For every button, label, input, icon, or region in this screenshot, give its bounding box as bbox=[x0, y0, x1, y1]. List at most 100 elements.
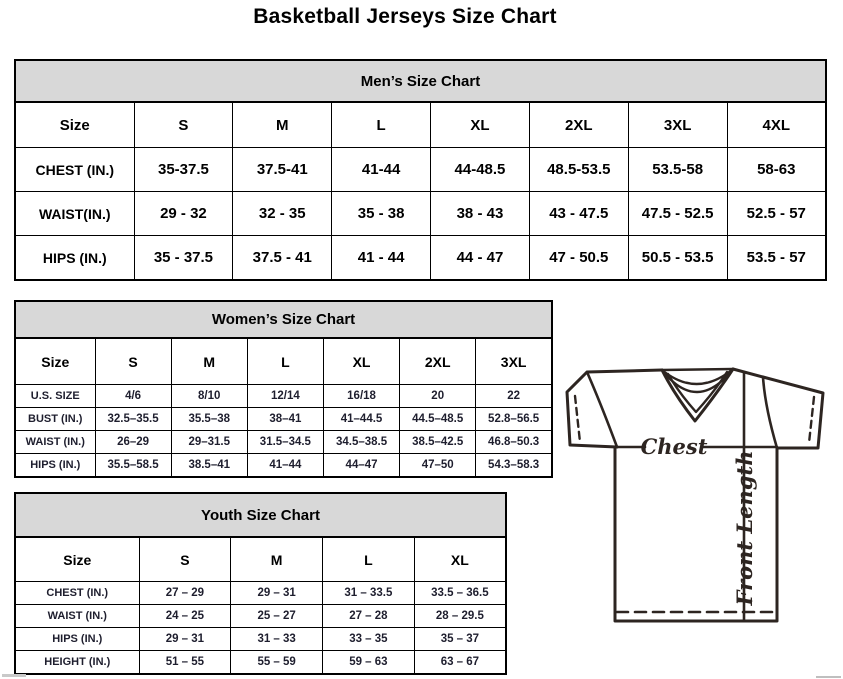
mens-size-table: Men’s Size Chart Size S M L XL 2XL 3XL 4… bbox=[14, 59, 827, 281]
table-cell: 48.5-53.5 bbox=[528, 147, 629, 192]
jersey-outline bbox=[565, 367, 825, 623]
table-row: CHEST (IN.) 27 – 29 29 – 31 31 – 33.5 33… bbox=[14, 581, 507, 605]
row-label: CHEST (IN.) bbox=[14, 147, 135, 192]
row-label: WAIST(IN.) bbox=[14, 191, 135, 236]
sleeve-dash-left bbox=[573, 394, 582, 444]
column-header: S bbox=[94, 337, 172, 385]
row-label: CHEST (IN.) bbox=[14, 581, 140, 605]
sleeve-seam-left bbox=[585, 370, 619, 449]
sleeve-seam-right bbox=[761, 375, 779, 450]
scrollbar-artifact-left bbox=[2, 674, 26, 677]
row-label: HEIGHT (IN.) bbox=[14, 650, 140, 675]
table-cell: 53.5-58 bbox=[627, 147, 728, 192]
table-cell: 37.5-41 bbox=[232, 147, 333, 192]
table-cell: 35 - 38 bbox=[331, 191, 432, 236]
table-cell: 63 – 67 bbox=[413, 650, 507, 675]
table-cell: 35.5–58.5 bbox=[94, 453, 172, 478]
table-row: Size S M L XL 2XL 3XL 4XL bbox=[14, 101, 827, 148]
table-cell: 41-44 bbox=[331, 147, 432, 192]
table-row: HIPS (IN.) 35 - 37.5 37.5 - 41 41 - 44 4… bbox=[14, 235, 827, 281]
table-cell: 54.3–58.3 bbox=[475, 453, 553, 478]
column-header: XL bbox=[430, 101, 530, 148]
table-cell: 41–44.5 bbox=[322, 407, 401, 431]
table-cell: 44 - 47 bbox=[430, 235, 530, 281]
table-cell: 34.5–38.5 bbox=[322, 430, 401, 454]
table-cell: 27 – 29 bbox=[138, 581, 232, 605]
table-cell: 47–50 bbox=[399, 453, 477, 478]
table-cell: 33.5 – 36.5 bbox=[413, 581, 507, 605]
page-title: Basketball Jerseys Size Chart bbox=[253, 5, 557, 28]
row-label: WAIST (IN.) bbox=[14, 430, 96, 454]
table-row: WAIST(IN.) 29 - 32 32 - 35 35 - 38 38 - … bbox=[14, 191, 827, 236]
column-header: Size bbox=[14, 337, 96, 385]
table-row: WAIST (IN.) 24 – 25 25 – 27 27 – 28 28 –… bbox=[14, 604, 507, 628]
table-cell: 44.5–48.5 bbox=[399, 407, 477, 431]
jersey-measurement-diagram: Chest Front Length bbox=[565, 367, 825, 623]
table-cell: 8/10 bbox=[170, 384, 248, 408]
row-label: HIPS (IN.) bbox=[14, 453, 96, 478]
table-row: Youth Size Chart bbox=[14, 492, 507, 538]
table-cell: 52.5 - 57 bbox=[726, 191, 827, 236]
table-row: WAIST (IN.) 26–29 29–31.5 31.5–34.5 34.5… bbox=[14, 430, 553, 454]
table-cell: 38–41 bbox=[246, 407, 324, 431]
table-cell: 52.8–56.5 bbox=[475, 407, 553, 431]
table-row: BUST (IN.) 32.5–35.5 35.5–38 38–41 41–44… bbox=[14, 407, 553, 431]
chest-label: Chest bbox=[641, 434, 708, 459]
row-label: U.S. SIZE bbox=[14, 384, 96, 408]
vneck-inner bbox=[666, 370, 729, 414]
table-cell: 35 - 37.5 bbox=[133, 235, 234, 281]
table-cell: 59 – 63 bbox=[322, 650, 415, 675]
table-cell: 51 – 55 bbox=[138, 650, 232, 675]
table-cell: 38.5–42.5 bbox=[399, 430, 477, 454]
table-cell: 29 - 32 bbox=[133, 191, 234, 236]
row-label: BUST (IN.) bbox=[14, 407, 96, 431]
column-header: M bbox=[170, 337, 248, 385]
column-header: M bbox=[230, 536, 323, 582]
column-header: S bbox=[133, 101, 234, 148]
column-header: 2XL bbox=[528, 101, 629, 148]
row-label: HIPS (IN.) bbox=[14, 235, 135, 281]
table-cell: 26–29 bbox=[94, 430, 172, 454]
table-cell: 33 – 35 bbox=[322, 627, 415, 651]
column-header: L bbox=[246, 337, 324, 385]
table-cell: 46.8–50.3 bbox=[475, 430, 553, 454]
table-cell: 32.5–35.5 bbox=[94, 407, 172, 431]
column-header: L bbox=[331, 101, 432, 148]
table-cell: 43 - 47.5 bbox=[528, 191, 629, 236]
table-row: Men’s Size Chart bbox=[14, 59, 827, 103]
table-cell: 35 – 37 bbox=[413, 627, 507, 651]
youth-table-title: Youth Size Chart bbox=[14, 492, 507, 538]
table-cell: 27 – 28 bbox=[322, 604, 415, 628]
front-length-label: Front Length bbox=[732, 451, 757, 607]
table-row: Size S M L XL bbox=[14, 536, 507, 582]
vneck-outer bbox=[660, 367, 735, 423]
table-cell: 24 – 25 bbox=[138, 604, 232, 628]
table-cell: 50.5 - 53.5 bbox=[627, 235, 728, 281]
table-cell: 12/14 bbox=[246, 384, 324, 408]
column-header: 2XL bbox=[399, 337, 477, 385]
table-cell: 44–47 bbox=[322, 453, 401, 478]
table-row: HEIGHT (IN.) 51 – 55 55 – 59 59 – 63 63 … bbox=[14, 650, 507, 675]
table-cell: 29 – 31 bbox=[230, 581, 323, 605]
column-header: XL bbox=[413, 536, 507, 582]
table-cell: 22 bbox=[475, 384, 553, 408]
table-cell: 31 – 33 bbox=[230, 627, 323, 651]
table-cell: 41–44 bbox=[246, 453, 324, 478]
table-cell: 35.5–38 bbox=[170, 407, 248, 431]
table-cell: 38 - 43 bbox=[430, 191, 530, 236]
table-cell: 41 - 44 bbox=[331, 235, 432, 281]
column-header: Size bbox=[14, 536, 140, 582]
column-header: 4XL bbox=[726, 101, 827, 148]
table-cell: 28 – 29.5 bbox=[413, 604, 507, 628]
mens-table-title: Men’s Size Chart bbox=[14, 59, 827, 103]
table-cell: 4/6 bbox=[94, 384, 172, 408]
table-cell: 38.5–41 bbox=[170, 453, 248, 478]
table-cell: 44-48.5 bbox=[430, 147, 530, 192]
table-cell: 58-63 bbox=[726, 147, 827, 192]
sleeve-dash-right bbox=[807, 395, 816, 445]
row-label: HIPS (IN.) bbox=[14, 627, 140, 651]
table-cell: 47 - 50.5 bbox=[528, 235, 629, 281]
table-cell: 32 - 35 bbox=[232, 191, 333, 236]
collar-top-line bbox=[660, 367, 735, 372]
